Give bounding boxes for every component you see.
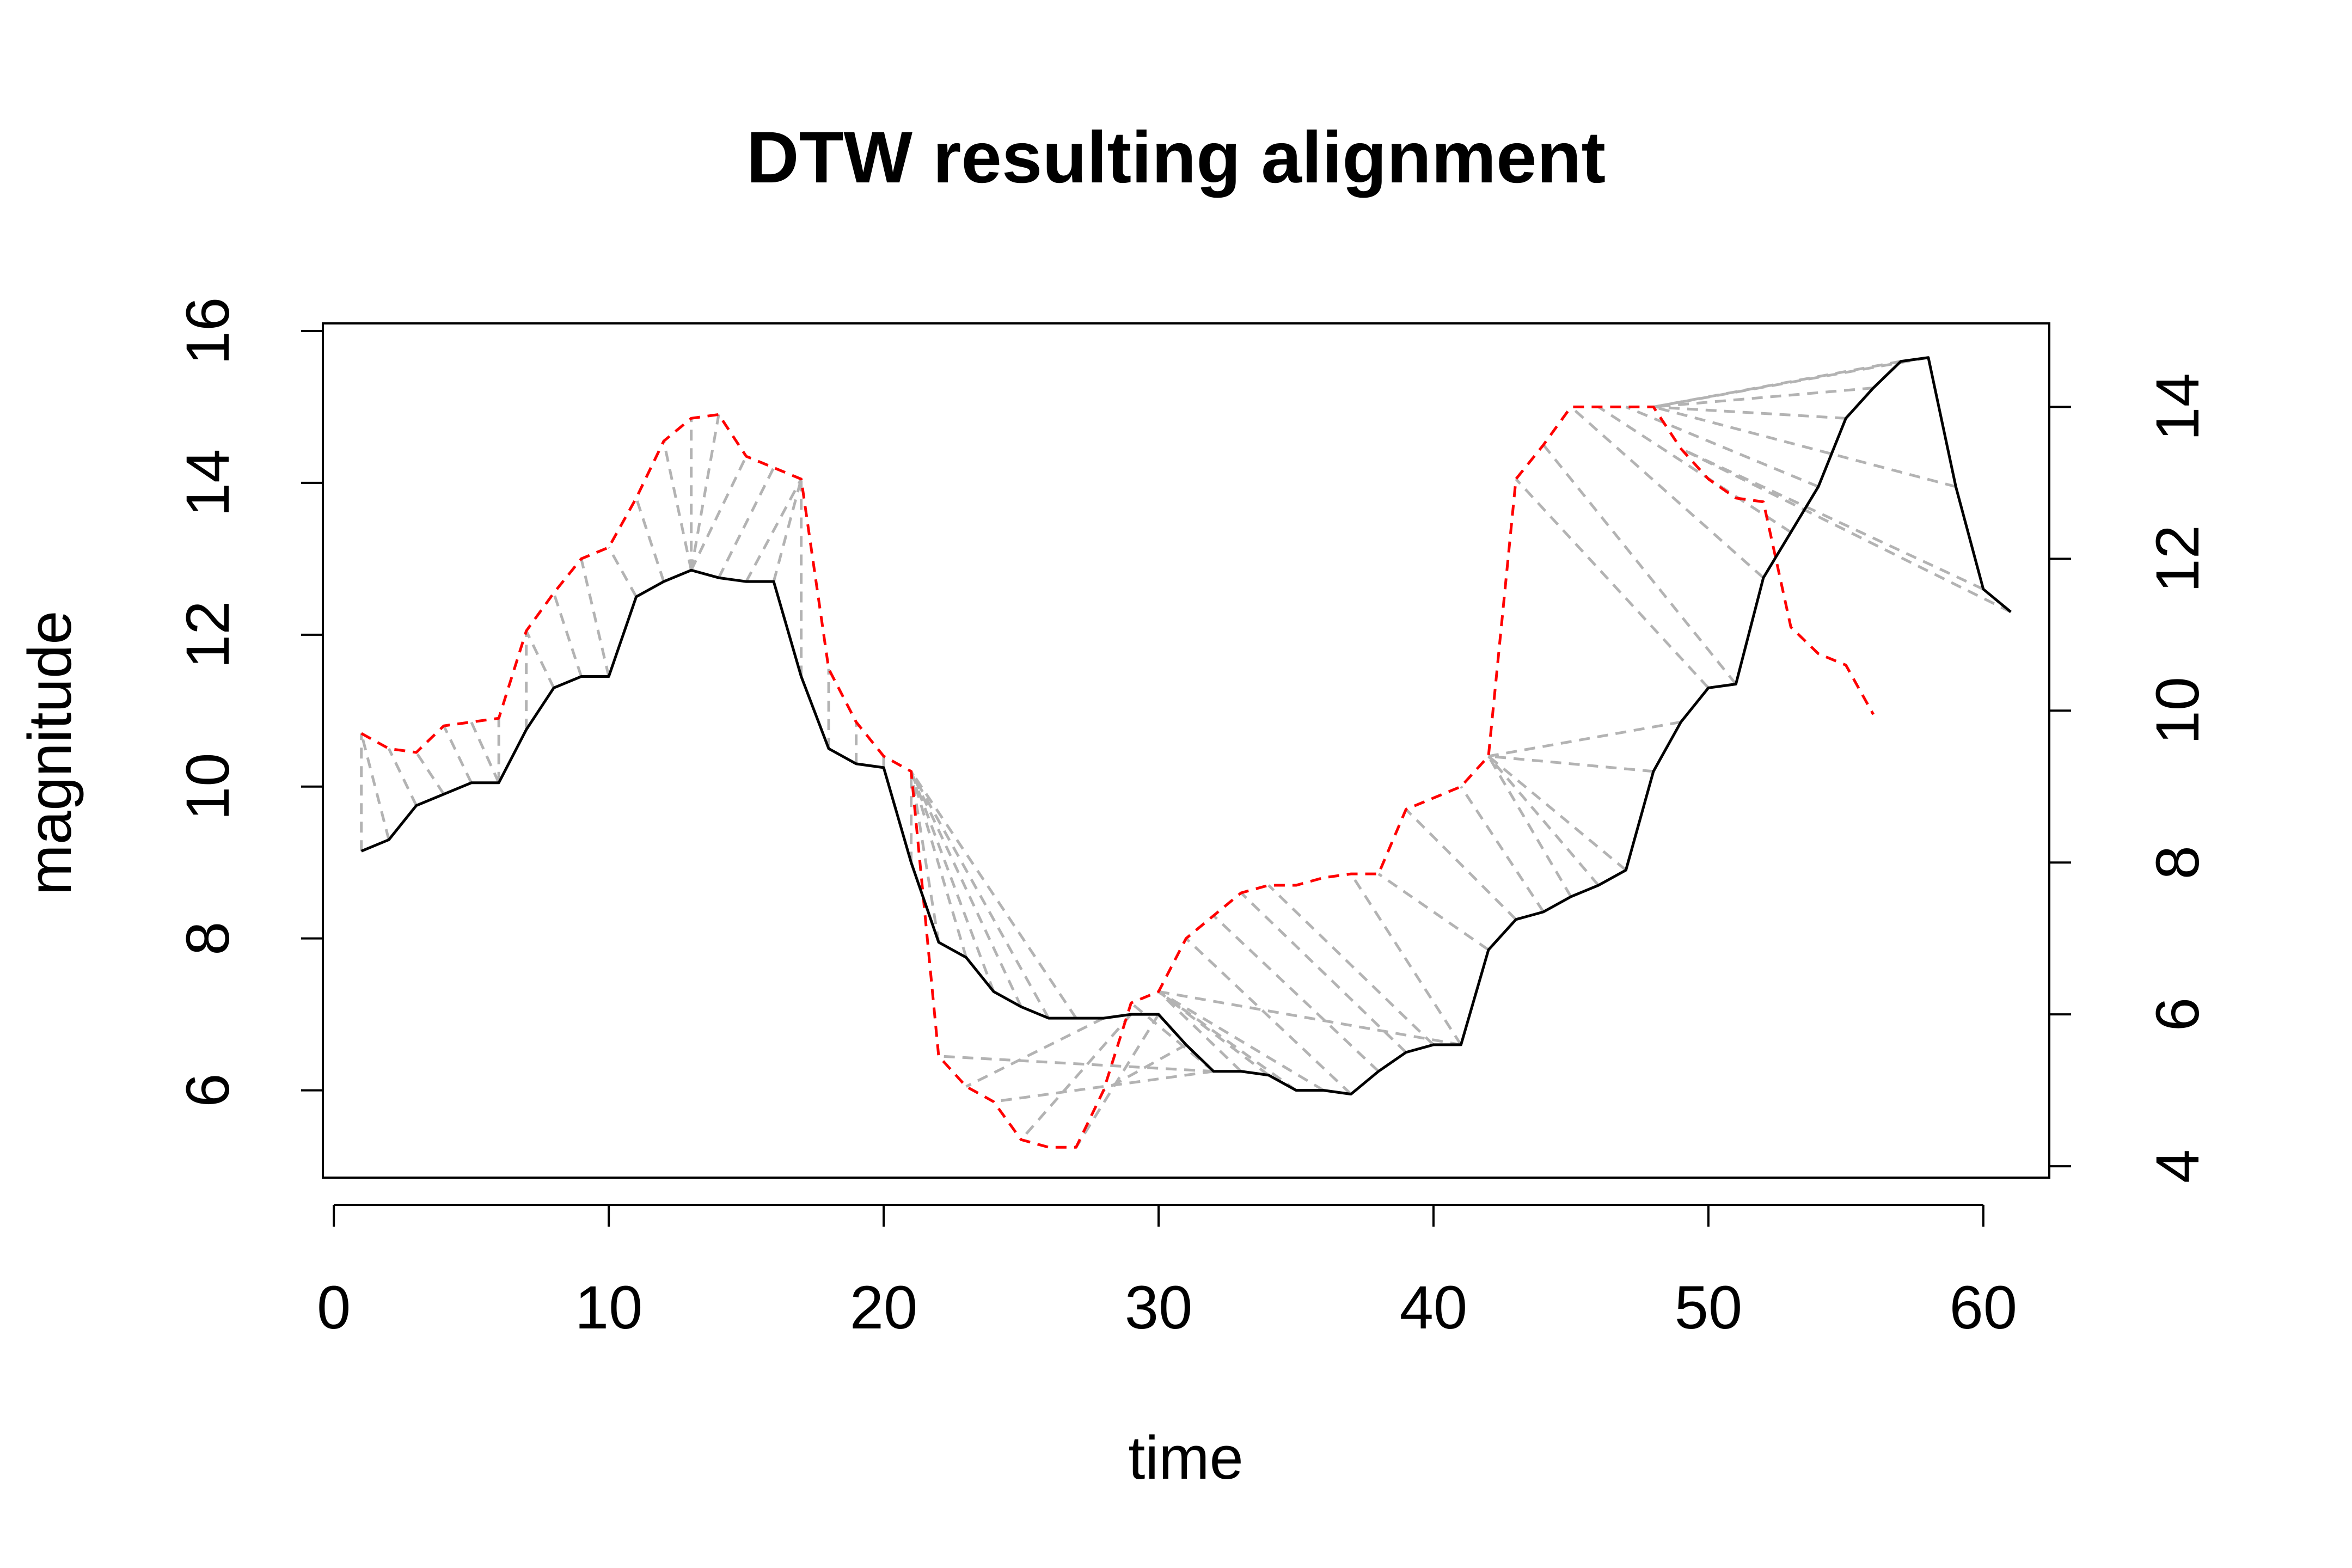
- alignment-segment: [1653, 405, 1956, 488]
- alignment-segment: [910, 770, 1022, 1008]
- alignment-segment: [442, 725, 473, 783]
- alignment-segment: [1653, 360, 1901, 408]
- x-tick-label: 0: [317, 1273, 351, 1342]
- alignment-segment: [1570, 406, 1765, 579]
- alignment-segment: [1488, 720, 1681, 758]
- alignment-segment: [1597, 406, 1792, 534]
- alignment-segment: [910, 770, 1077, 1019]
- y2-tick-label: 8: [2143, 846, 2212, 879]
- alignment-segment: [1157, 990, 1270, 1076]
- alignment-segment: [1377, 873, 1490, 951]
- alignment-segment: [1157, 990, 1325, 1092]
- alignment-segment: [910, 770, 995, 993]
- alignment-segment: [1680, 447, 1984, 591]
- alignment-segment: [993, 1070, 1214, 1104]
- x-tick-label: 10: [575, 1273, 643, 1342]
- alignment-lines: [360, 356, 2012, 1148]
- x-axis-label: time: [1128, 1424, 1244, 1492]
- alignment-segment: [1020, 1013, 1132, 1141]
- x-axis: 0 10 20 30 40 50 60: [317, 1204, 2018, 1342]
- reference-line: [360, 405, 1875, 1149]
- alignment-segment: [635, 497, 665, 582]
- alignment-segment: [1102, 1043, 1187, 1092]
- alignment-segment: [745, 478, 803, 583]
- alignment-segment: [1653, 387, 1874, 408]
- y2-tick-label: 12: [2143, 525, 2212, 593]
- alignment-segment: [1185, 937, 1352, 1095]
- x-tick-label: 60: [1950, 1273, 2018, 1342]
- y-tick-label: 8: [174, 922, 242, 955]
- query-line: [360, 356, 2012, 1096]
- alignment-segment: [1680, 447, 2012, 614]
- x-tick-label: 30: [1125, 1273, 1193, 1342]
- y-axis-left: 6 8 10 12 14 16: [174, 297, 324, 1107]
- alignment-segment: [1157, 990, 1242, 1073]
- plot-frame: [322, 322, 2050, 1179]
- y2-tick-label: 10: [2143, 677, 2212, 745]
- y2-tick-label: 6: [2143, 997, 2212, 1031]
- alignment-segment: [415, 751, 445, 795]
- y-tick-label: 14: [174, 449, 242, 517]
- alignment-segment: [1267, 884, 1435, 1046]
- alignment-segment: [1350, 873, 1462, 1046]
- alignment-segment: [910, 770, 1050, 1019]
- y2-tick-label: 4: [2143, 1149, 2212, 1183]
- alignment-segment: [1487, 755, 1627, 872]
- alignment-segment: [938, 1055, 1214, 1073]
- alignment-segment: [690, 414, 720, 571]
- alignment-segment: [1515, 478, 1710, 689]
- alignment-segment: [1488, 755, 1654, 773]
- y-tick-label: 6: [174, 1073, 242, 1107]
- alignment-segment: [607, 547, 638, 598]
- alignment-segment: [552, 592, 583, 677]
- alignment-segment: [772, 479, 803, 582]
- alignment-segment: [690, 455, 748, 571]
- alignment-segment: [580, 558, 610, 677]
- chart-title: DTW resulting alignment: [746, 117, 1606, 198]
- y-tick-label: 12: [174, 601, 242, 669]
- y-tick-label: 16: [174, 297, 242, 365]
- alignment-segment: [387, 748, 418, 806]
- x-tick-label: 20: [850, 1273, 918, 1342]
- alignment-segment: [360, 733, 390, 840]
- alignment-segment: [1487, 755, 1600, 886]
- alignment-segment: [910, 771, 967, 958]
- alignment-segment: [1212, 915, 1380, 1073]
- alignment-segment: [662, 440, 693, 571]
- alignment-segment: [1460, 786, 1545, 913]
- y2-tick-label: 14: [2143, 373, 2212, 441]
- alignment-segment: [1240, 892, 1407, 1054]
- query-series: [360, 356, 2012, 1096]
- alignment-segment: [1157, 990, 1297, 1092]
- alignment-segment: [1625, 406, 1819, 488]
- alignment-segment: [1542, 444, 1737, 685]
- alignment-segment: [965, 1016, 1105, 1088]
- alignment-segment: [1158, 990, 1461, 1046]
- alignment-segment: [910, 771, 940, 943]
- alignment-segment: [1653, 356, 1929, 408]
- alignment-segment: [525, 630, 555, 689]
- y-axis-label: magnitude: [16, 610, 84, 895]
- x-tick-label: 40: [1400, 1273, 1468, 1342]
- reference-series: [360, 405, 1875, 1149]
- alignment-segment: [1075, 1013, 1160, 1148]
- alignment-segment: [1487, 755, 1572, 898]
- x-tick-label: 50: [1675, 1273, 1743, 1342]
- y-tick-label: 10: [174, 752, 242, 820]
- alignment-segment: [1405, 808, 1517, 921]
- alignment-segment: [470, 721, 500, 783]
- y-axis-right: 4 6 8 10 12 14: [2048, 373, 2212, 1183]
- alignment-segment: [717, 467, 775, 579]
- alignment-segment: [1653, 405, 1846, 420]
